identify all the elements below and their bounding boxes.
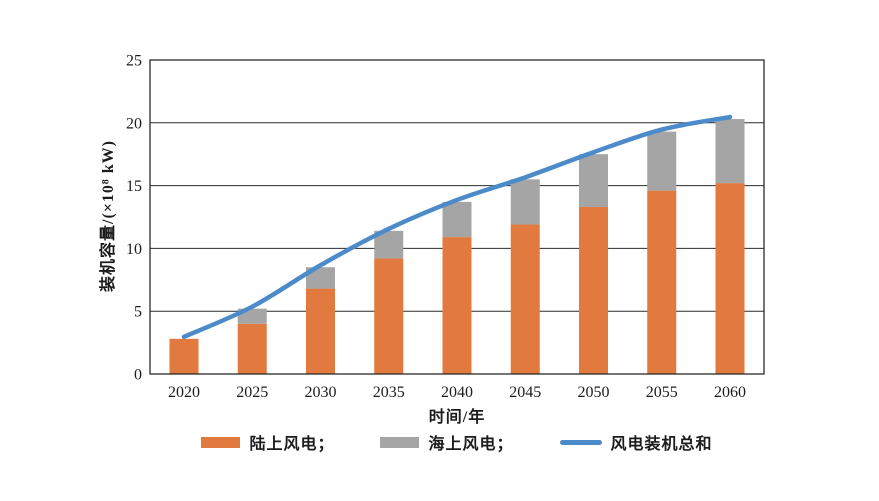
legend-label-offshore-wind: 海上风电； xyxy=(428,436,514,453)
bar-segment-陆上风电-2040 xyxy=(442,237,472,374)
y-tick-label: 0 xyxy=(134,367,142,384)
total-wind-line-swatch xyxy=(559,439,602,445)
legend-label-total-wind: 风电装机总和 xyxy=(610,436,713,453)
y-tick-label: 20 xyxy=(126,115,142,132)
x-tick-label: 2035 xyxy=(373,384,405,401)
plot-border xyxy=(149,59,765,375)
bar-segment-陆上风电-2045 xyxy=(510,224,540,374)
x-tick-label: 2030 xyxy=(305,384,337,401)
bar-segment-陆上风电-2060 xyxy=(715,183,745,374)
legend-item-onshore-wind: 陆上风电； xyxy=(201,430,334,454)
offshore-wind-swatch xyxy=(380,436,420,448)
bar-segment-海上风电-2045 xyxy=(510,179,540,225)
bar-segment-陆上风电-2055 xyxy=(647,190,677,374)
x-tick-label: 2055 xyxy=(646,384,678,401)
x-tick-label: 2025 xyxy=(236,384,268,401)
legend: 陆上风电； 海上风电； 风电装机总和 xyxy=(150,430,764,454)
legend-label-onshore-wind: 陆上风电； xyxy=(249,436,335,453)
bar-segment-陆上风电-2050 xyxy=(579,206,608,374)
y-tick-label: 15 xyxy=(126,178,142,195)
y-tick-label: 5 xyxy=(134,304,142,321)
total-wind-line xyxy=(181,114,733,340)
bar-segment-陆上风电-2030 xyxy=(306,288,335,374)
bar-segment-陆上风电-2025 xyxy=(237,323,267,374)
legend-item-total-wind: 风电装机总和 xyxy=(559,430,713,454)
x-tick-label: 2050 xyxy=(578,384,610,401)
x-tick-label: 2045 xyxy=(509,384,541,401)
bar-segment-海上风电-2060 xyxy=(715,119,745,184)
bar-segment-海上风电-2040 xyxy=(442,201,472,238)
x-tick-label: 2040 xyxy=(441,384,473,401)
x-axis-title: 时间/年 xyxy=(428,409,486,426)
bar-segment-陆上风电-2020 xyxy=(169,338,199,374)
y-tick-label: 10 xyxy=(126,241,142,258)
bar-segment-陆上风电-2035 xyxy=(374,258,404,374)
bar-segment-海上风电-2055 xyxy=(647,131,677,191)
x-tick-label: 2060 xyxy=(714,384,746,401)
onshore-wind-swatch xyxy=(201,436,241,448)
bar-segment-海上风电-2030 xyxy=(306,267,335,289)
y-tick-label: 25 xyxy=(126,53,142,70)
x-tick-label: 2020 xyxy=(168,384,200,401)
legend-item-offshore-wind: 海上风电； xyxy=(380,430,513,454)
bar-segment-海上风电-2050 xyxy=(579,154,608,207)
